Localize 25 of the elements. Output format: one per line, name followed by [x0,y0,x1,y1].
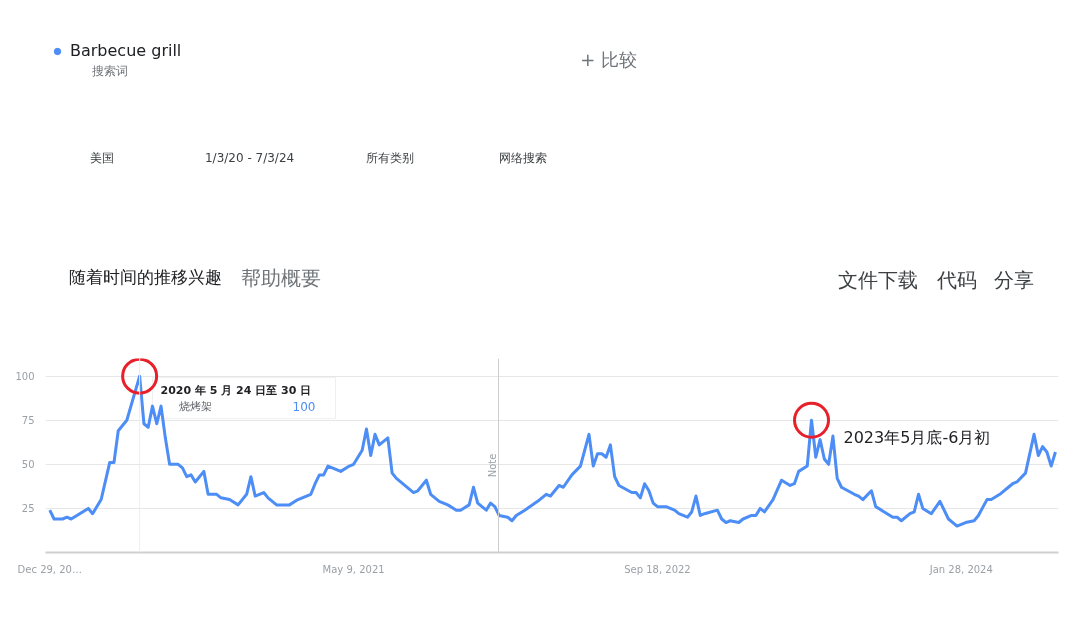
x-tick-label: Jan 28, 2024 [928,563,993,575]
text: 网络搜索 [498,150,547,165]
y-tick-label: 50 [21,459,35,471]
x-tick-label: May 9, 2021 [322,563,385,575]
annotation: 100 [292,400,316,414]
y-tick-label: 100 [15,371,35,383]
annotation: 烧烤架 [178,400,212,413]
annotation: 2023年5月底-6月初 [843,428,991,447]
chart-title: 随着时间的推移兴趣 [68,266,222,287]
text: + 比较 [580,49,637,70]
chart-subtitle: 帮助概要 [240,265,321,290]
text: 所有类别 [366,150,415,165]
ref-line-label: Note [486,453,498,478]
text: 代码 [935,267,977,292]
x-tick-label: Dec 29, 20… [17,563,82,575]
text: 美国 [89,150,114,165]
annotation: 2020 年 5 月 24 日至 30 日 [160,384,312,397]
text: 分享 [993,267,1034,292]
y-tick-label: 75 [21,415,35,427]
x-tick-label: Sep 18, 2022 [624,563,691,575]
y-tick-label: 25 [21,503,35,515]
legend-label: Barbecue grill [70,41,182,60]
text: 1/3/20 - 7/3/24 [204,150,295,165]
text: 文件下载 [838,267,919,292]
text: 搜索词 [92,63,129,78]
